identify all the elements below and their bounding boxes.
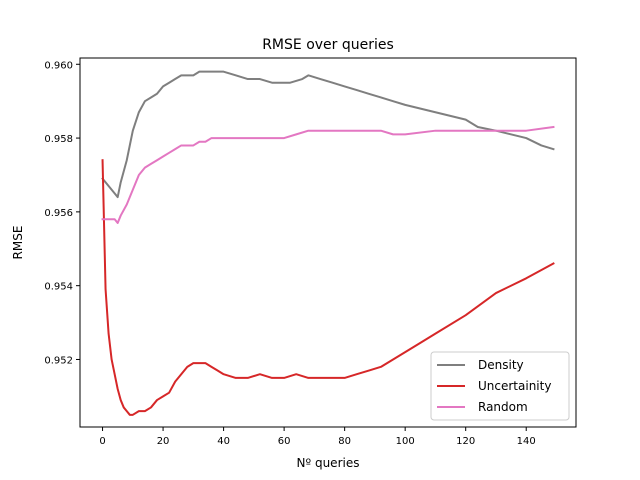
series-line-density bbox=[101, 70, 555, 199]
y-axis-label: RMSE bbox=[11, 226, 25, 260]
x-axis-label: Nº queries bbox=[297, 456, 360, 470]
y-axis-ticks: 0.952 0.954 0.956 0.958 0.960 bbox=[44, 60, 80, 366]
series-layer bbox=[101, 70, 555, 416]
y-tick-label: 0.960 bbox=[44, 60, 73, 71]
legend-label-uncertainity: Uncertainity bbox=[478, 379, 551, 393]
y-tick-label: 0.952 bbox=[44, 355, 73, 366]
chart-title: RMSE over queries bbox=[262, 37, 394, 53]
x-tick-label: 20 bbox=[157, 436, 170, 447]
x-tick-label: 60 bbox=[278, 436, 291, 447]
x-tick-label: 120 bbox=[456, 436, 475, 447]
x-axis-ticks: 0 20 40 60 80 100 120 140 bbox=[99, 427, 536, 447]
y-tick-label: 0.956 bbox=[44, 208, 73, 219]
legend: Density Uncertainity Random bbox=[430, 351, 570, 421]
x-tick-label: 140 bbox=[517, 436, 536, 447]
legend-frame bbox=[430, 351, 570, 421]
legend-label-density: Density bbox=[478, 358, 524, 372]
x-tick-label: 40 bbox=[217, 436, 230, 447]
legend-label-random: Random bbox=[478, 400, 528, 414]
plot-frame bbox=[79, 57, 577, 428]
x-tick-label: 0 bbox=[99, 436, 105, 447]
x-tick-label: 80 bbox=[338, 436, 351, 447]
y-tick-label: 0.958 bbox=[44, 134, 73, 145]
x-tick-label: 100 bbox=[396, 436, 415, 447]
y-tick-label: 0.954 bbox=[44, 282, 73, 293]
series-line-uncertainity bbox=[101, 159, 555, 416]
series-line-random bbox=[101, 125, 555, 224]
